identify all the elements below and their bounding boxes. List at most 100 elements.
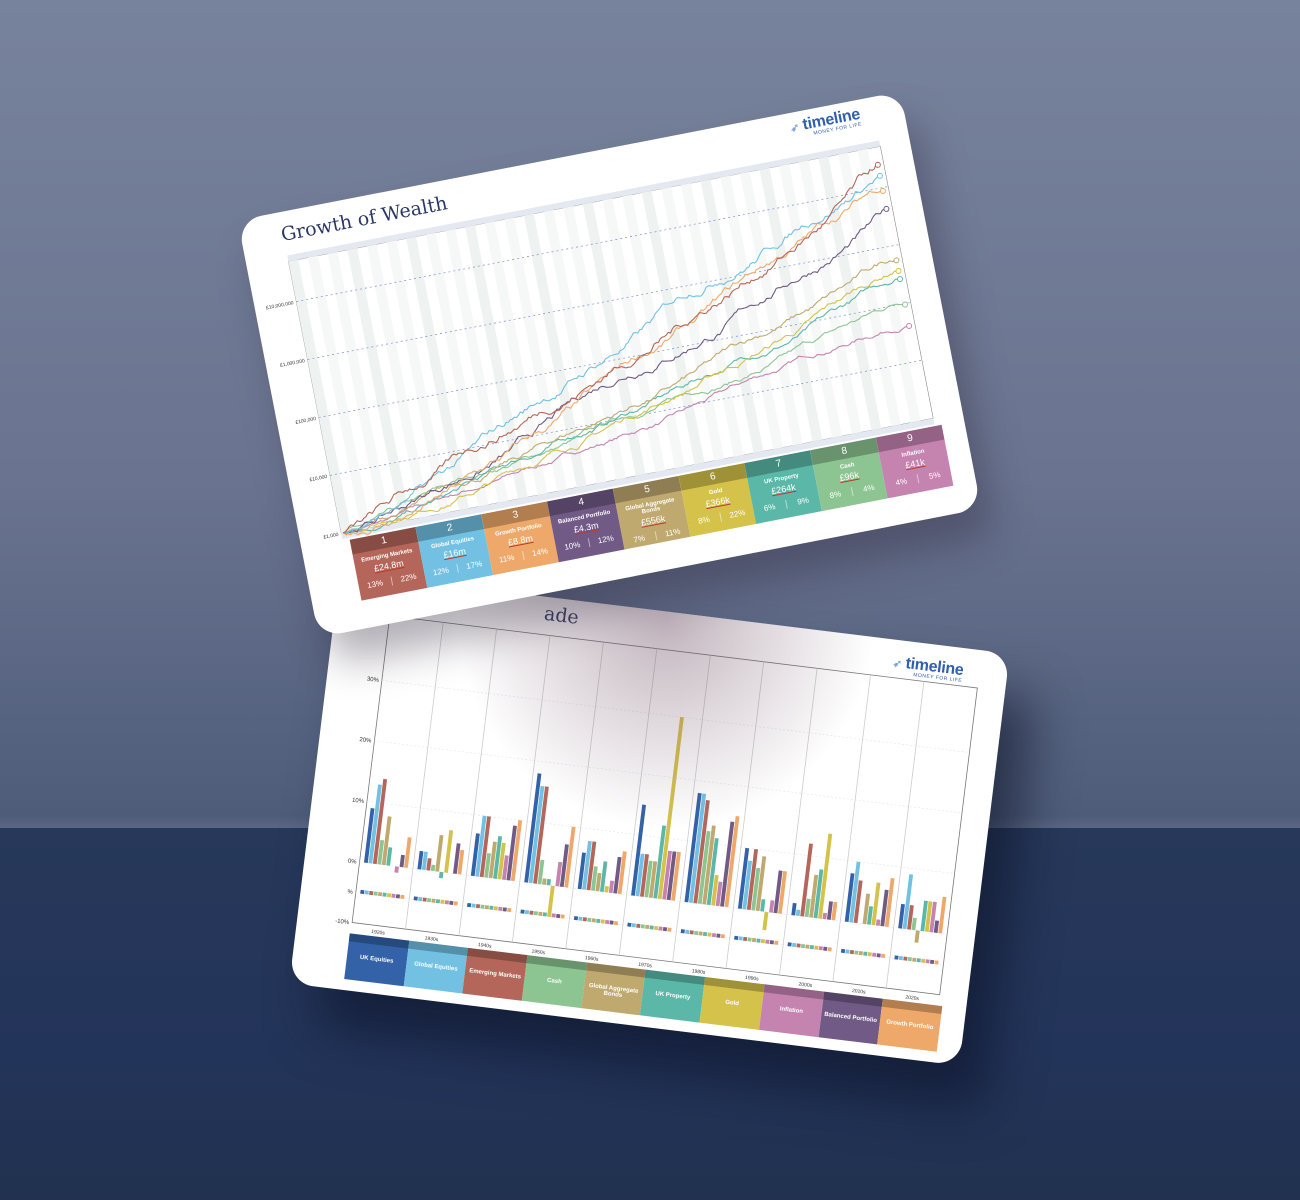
plot-area <box>351 615 978 996</box>
bar-1990s-growth-portfolio <box>777 870 787 914</box>
legend-item: Global Aggregate Bonds <box>581 962 646 1016</box>
bar-1980s-balanced-portfolio <box>720 821 735 907</box>
bar-1990s-gold <box>762 911 769 931</box>
legend-item: 6 Gold £366k 8% 22% <box>678 463 757 537</box>
bar-1950s-gold <box>547 885 555 917</box>
gridline <box>318 302 911 418</box>
legend-pct-a: 11% <box>498 552 516 565</box>
bar-2000s-global-aggregate-bonds <box>809 874 819 918</box>
bar-chart: 30% 20% 10% 0%% -10% 1920s 1930s 1940s 1950s 1960… <box>335 615 978 1002</box>
bar-1960s-balanced-portfolio <box>613 856 622 894</box>
series-icon <box>391 893 396 898</box>
bottom-date-ribbon <box>341 418 935 540</box>
series-icon <box>751 937 757 943</box>
growth-of-wealth-card: Growth of Wealth ➶timeline MONEY FOR LIFE… <box>237 91 982 638</box>
bar-2010s-gold <box>871 882 881 926</box>
series-icon <box>556 913 561 919</box>
bar-1940s-balanced-portfolio <box>506 825 517 881</box>
decade-divider <box>832 674 871 982</box>
bar-1980s-emerging-markets <box>693 800 710 904</box>
series-icon <box>694 930 699 936</box>
series-icon <box>867 952 872 957</box>
bar-1940s-inflation <box>501 855 509 880</box>
period-band <box>308 255 371 530</box>
decade-divider <box>565 642 604 949</box>
series-icon <box>475 904 481 909</box>
series-icon <box>360 889 365 895</box>
series-icon <box>689 930 694 935</box>
period-band <box>445 228 509 503</box>
x-tick-label: 2010s <box>852 988 867 996</box>
series-icon <box>369 890 374 896</box>
series-icon <box>760 939 766 944</box>
series-icon <box>422 897 427 902</box>
bar-2020s-uk-equities <box>898 903 905 929</box>
bar-1950s-balanced-portfolio <box>559 844 569 888</box>
series-icon <box>827 947 832 952</box>
series-icon <box>382 892 387 897</box>
series-icon <box>769 940 774 945</box>
period-band <box>366 244 430 519</box>
period-band <box>838 152 901 427</box>
bar-2010s-uk-equities <box>844 873 855 923</box>
series-icon <box>845 949 850 954</box>
series-icon <box>449 900 454 906</box>
bar-1930s-growth-portfolio <box>457 849 465 875</box>
bar-1940s-uk-equities <box>470 833 480 877</box>
legend-item: Gold <box>699 976 765 1030</box>
series-icon <box>809 945 815 950</box>
series-icon <box>898 955 904 961</box>
bar-1950s-emerging-markets <box>533 786 549 884</box>
series-icon <box>702 931 708 937</box>
legend-pct-a: 4% <box>894 476 908 488</box>
series-line-global-aggregate-bonds <box>343 260 895 534</box>
series-icon <box>551 913 556 918</box>
bar-1950s-uk-equities <box>524 773 542 883</box>
bar-1970s-global-aggregate-bonds <box>648 861 658 898</box>
series-icon <box>658 926 663 931</box>
x-tick-label: 2000s <box>798 981 813 989</box>
decade-divider <box>405 622 444 930</box>
legend-pct-b: 17% <box>456 557 492 573</box>
bar-1930s-gold <box>444 829 454 873</box>
series-icon <box>934 960 939 965</box>
bar-2000s-growth-portfolio <box>831 901 838 921</box>
bar-2000s-emerging-markets <box>800 843 813 917</box>
bar-2010s-uk-property <box>867 906 874 925</box>
period-band <box>484 221 548 496</box>
series-icon <box>800 943 806 949</box>
period-band <box>759 167 823 442</box>
bar-1970s-gold <box>657 716 684 900</box>
period-band <box>622 194 685 469</box>
bar-1980s-inflation <box>715 881 723 907</box>
bar-1960s-global-equities <box>582 840 592 890</box>
series-icon <box>386 893 392 898</box>
legend-pct-b: 22% <box>719 506 755 522</box>
series-icon <box>600 919 605 924</box>
bar-1970s-global-equities <box>635 853 645 897</box>
series-line-cash <box>342 303 904 534</box>
series-end-marker <box>895 267 902 274</box>
x-tick-label: 1930s <box>424 936 439 944</box>
series-end-marker <box>893 257 900 264</box>
series-icon <box>520 909 525 914</box>
period-band <box>543 209 607 484</box>
series-line-inflation <box>343 325 908 535</box>
series-icon <box>921 958 926 963</box>
series-icon <box>738 936 743 941</box>
series-icon <box>582 917 587 922</box>
legend-item: Balanced Portfolio <box>818 991 883 1045</box>
bar-1920s-emerging-markets <box>372 778 388 865</box>
bar-2000s-gold <box>818 833 833 919</box>
bar-1970s-emerging-markets <box>639 854 649 897</box>
bar-1930s-cash <box>430 864 436 872</box>
y-tick-label: % <box>347 889 354 896</box>
bar-2020s-growth-portfolio <box>938 896 947 934</box>
series-icon <box>653 925 659 931</box>
bar-1990s-uk-property <box>760 899 766 912</box>
legend-item: 3 Growth Portfolio £8.8m 11% 14% <box>481 501 559 576</box>
period-band <box>504 217 568 492</box>
period-band <box>681 183 744 457</box>
series-icon <box>413 896 418 901</box>
bar-1960s-emerging-markets <box>586 841 597 891</box>
